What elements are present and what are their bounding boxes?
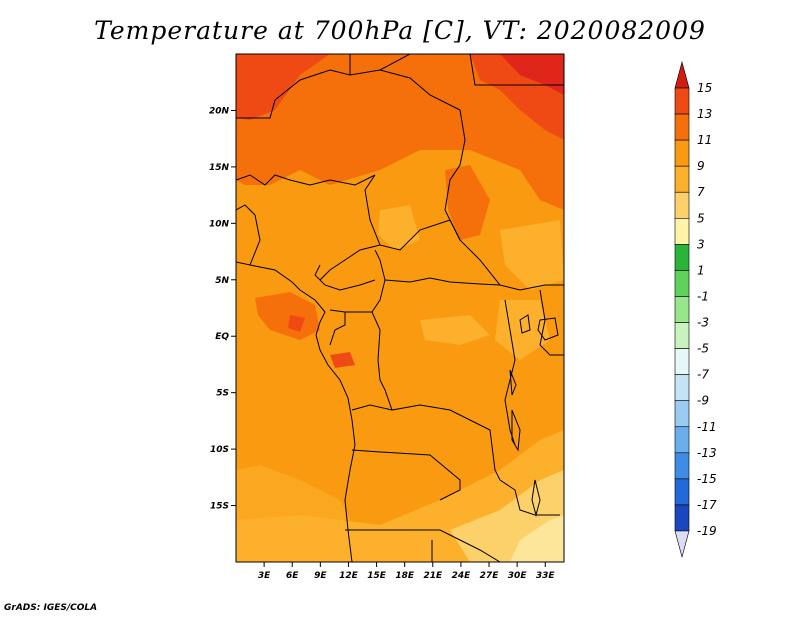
colorbar-label: -17 bbox=[697, 498, 717, 512]
lon-tick-label: 24E bbox=[452, 571, 472, 581]
colorbar-label: 3 bbox=[697, 237, 705, 251]
colorbar-label: 11 bbox=[697, 133, 712, 147]
field-band-7-9-basin bbox=[420, 315, 490, 345]
colorbar-label: -11 bbox=[697, 420, 717, 434]
field-band-11-13-north bbox=[236, 54, 564, 210]
field-band-7-9-lakes bbox=[495, 300, 550, 360]
colorbar-label: -3 bbox=[697, 316, 709, 330]
colorbar-label: -15 bbox=[697, 472, 717, 486]
field-band-5-southeast bbox=[510, 515, 564, 562]
colorbar-label: -5 bbox=[697, 342, 709, 356]
colorbar-box bbox=[674, 191, 690, 219]
lat-tick-label: 5N bbox=[215, 276, 229, 286]
colorbar-label: -7 bbox=[697, 368, 709, 382]
field-band-13-northwest bbox=[236, 54, 330, 120]
colorbar-box bbox=[674, 478, 690, 506]
colorbar-label: 9 bbox=[697, 159, 705, 173]
temperature-field bbox=[236, 54, 564, 562]
lat-tick-label: 10S bbox=[210, 445, 229, 455]
colorbar-label: 1 bbox=[697, 263, 705, 277]
lat-tick-label: 5S bbox=[216, 389, 229, 399]
field-band-7-9-atlantic bbox=[236, 465, 350, 530]
colorbar-box bbox=[674, 426, 690, 454]
colorbar-box bbox=[674, 139, 690, 167]
colorbar-box bbox=[674, 87, 690, 115]
colorbar-box bbox=[674, 348, 690, 375]
colorbar-label: 13 bbox=[697, 107, 712, 121]
lon-tick-label: 3E bbox=[258, 571, 271, 581]
lon-tick-label: 9E bbox=[314, 571, 327, 581]
lat-tick-label: 15N bbox=[209, 163, 230, 173]
lon-tick-label: 33E bbox=[536, 571, 556, 581]
lat-tick-label: 10N bbox=[209, 219, 230, 229]
lon-tick-label: 18E bbox=[395, 571, 415, 581]
colorbar-label: 5 bbox=[697, 211, 705, 225]
colorbar-label: 15 bbox=[697, 81, 712, 95]
lon-tick-label: 12E bbox=[339, 571, 359, 581]
colorbar-box bbox=[674, 113, 690, 141]
lon-tick-label: 30E bbox=[508, 571, 528, 581]
lat-tick-label: 20N bbox=[209, 106, 230, 116]
colorbar-box bbox=[674, 322, 690, 349]
map-frame bbox=[235, 53, 565, 563]
lakes bbox=[509, 314, 559, 517]
colorbar: 15 13 11 9 7 5 3 1 -1 -3 -5 -7 -9 -11 -13 -15 -17 -19 bbox=[674, 60, 717, 559]
colorbar-box bbox=[674, 217, 690, 245]
colorbar-box bbox=[674, 244, 690, 271]
lat-tick-label: 15S bbox=[210, 502, 229, 512]
field-band-11-gabon bbox=[255, 292, 320, 340]
colorbar-label: -1 bbox=[697, 289, 709, 303]
colorbar-box bbox=[674, 270, 690, 297]
lon-tick-label: 15E bbox=[367, 571, 387, 581]
country-borders bbox=[236, 54, 564, 562]
colorbar-label: 7 bbox=[697, 185, 705, 199]
colorbar-label: -19 bbox=[697, 524, 717, 538]
colorbar-box bbox=[674, 452, 690, 480]
grads-credit: GrADS: IGES/COLA bbox=[4, 603, 98, 613]
lon-tick-label: 27E bbox=[480, 571, 500, 581]
colorbar-label: -13 bbox=[697, 446, 717, 460]
colorbar-top-arrow bbox=[674, 60, 690, 89]
field-band-13-gabon bbox=[288, 315, 305, 332]
field-band-11-sudan bbox=[445, 165, 490, 240]
lon-tick-label: 21E bbox=[423, 571, 443, 581]
colorbar-box bbox=[674, 374, 690, 402]
field-band-13-congo-coast bbox=[330, 352, 355, 368]
latitude-axis: 20N 15N 10N 5N EQ 5S 10S 15S bbox=[209, 106, 236, 512]
colorbar-box bbox=[674, 504, 690, 532]
colorbar-box bbox=[674, 400, 690, 428]
chart-title: Temperature at 700hPa [C], VT: 202008200… bbox=[94, 16, 706, 45]
lon-tick-label: 6E bbox=[286, 571, 299, 581]
field-band-7-9-central bbox=[378, 205, 420, 250]
colorbar-box bbox=[674, 165, 690, 193]
lat-tick-label: EQ bbox=[215, 332, 229, 342]
field-band-7-9-east bbox=[500, 220, 564, 290]
colorbar-box bbox=[674, 296, 690, 323]
colorbar-bottom-arrow bbox=[674, 530, 690, 559]
longitude-axis: 3E 6E 9E 12E 15E 18E 21E 24E 27E 30E 33E bbox=[258, 562, 556, 581]
colorbar-label: -9 bbox=[697, 394, 709, 408]
